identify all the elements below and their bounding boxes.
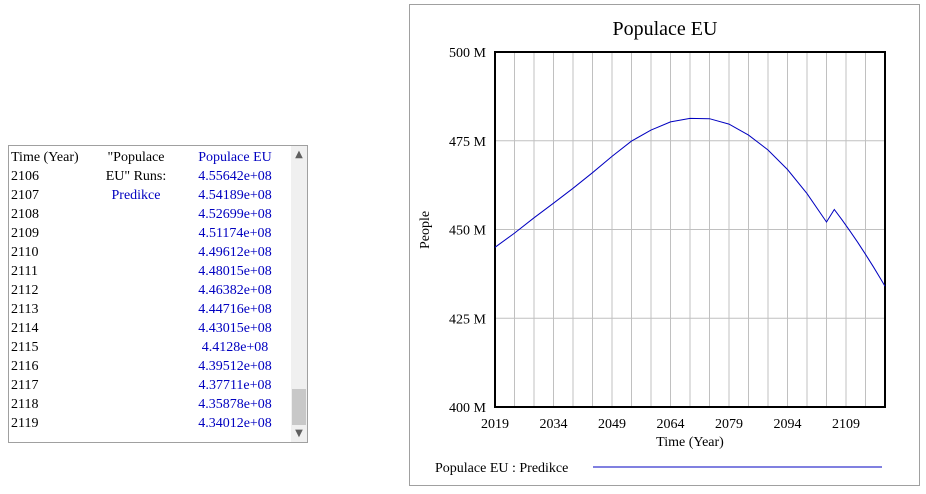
table-cell-year: 2109 [11,226,39,241]
x-axis-ticks: 2019 2034 2049 2064 2079 2094 2109 [481,417,860,432]
table-cell-year: 2106 [11,169,39,184]
x-tick-label: 2064 [657,417,685,432]
scroll-down-arrow-icon[interactable]: ▼ [295,428,303,439]
y-tick-label: 425 M [449,312,487,327]
runs-header-line1: "Populace [107,150,165,165]
y-tick-label: 475 M [449,135,487,150]
table-scrollbar[interactable]: ▲ ▼ [291,146,307,442]
x-tick-label: 2034 [540,417,568,432]
runs-header-line2: EU" Runs: [105,169,167,184]
table-cell-year: 2108 [11,207,39,222]
table-cell-value: 4.35878e+08 [198,397,272,412]
population-chart: Populace EU 400 M 425 M 450 M 475 M 500 M 20… [418,18,886,476]
table-cell-year: 2117 [11,378,39,393]
table-cell-value: 4.48015e+08 [198,264,272,279]
table-cell-value: 4.55642e+08 [198,169,272,184]
series-line-populace-eu [494,117,886,287]
scrollbar-thumb[interactable] [292,389,306,425]
table-cell-value: 4.44716e+08 [198,302,272,317]
table-cell-value: 4.39512e+08 [198,359,272,374]
x-axis-label: Time (Year) [656,435,724,450]
table-cell-year: 2110 [11,245,39,260]
table-cell-year: 2119 [11,416,39,431]
table-cell-year: 2111 [11,264,38,279]
run-name: Predikce [111,188,161,203]
data-table-panel: Time (Year) "Populace Populace EU 2106 4.… [8,145,308,443]
table-cell-year: 2115 [11,340,39,355]
table-cell-value: 4.34012e+08 [198,416,272,431]
y-axis-label: People [418,211,433,249]
x-tick-label: 2079 [715,417,743,432]
x-tick-label: 2049 [598,417,626,432]
x-tick-label: 2109 [832,417,860,432]
table-cell-value: 4.52699e+08 [198,207,272,222]
chart-title: Populace EU [613,18,719,40]
time-column-header: Time (Year) [11,150,79,165]
x-tick-label: 2094 [774,417,802,432]
table-cell-value: 4.46382e+08 [198,283,272,298]
chart-grid [495,52,885,407]
table-cell-value: 4.51174e+08 [198,226,272,241]
y-tick-label: 500 M [449,46,487,61]
table-cell-year: 2118 [11,397,39,412]
table-cell-value: 4.4128e+08 [201,340,269,355]
graph-panel: Populace EU 400 M 425 M 450 M 475 M 500 M 20… [409,4,920,486]
y-axis-ticks: 400 M 425 M 450 M 475 M 500 M [449,46,487,416]
table-cell-year: 2113 [11,302,39,317]
y-tick-label: 450 M [449,224,487,239]
table-cell-year: 2114 [11,321,39,336]
table-cell-year: 2107 [11,188,39,203]
table-cell-year: 2116 [11,359,39,374]
x-tick-label: 2019 [481,417,509,432]
table-cell-value: 4.37711e+08 [198,378,272,393]
plot-frame [494,51,886,408]
value-column-header: Populace EU [198,150,272,165]
scroll-up-arrow-icon[interactable]: ▲ [295,149,303,160]
table-cell-value: 4.43015e+08 [198,321,272,336]
table-cell-year: 2112 [11,283,39,298]
table-cell-value: 4.49612e+08 [198,245,272,260]
legend-label: Populace EU : Predikce [435,461,568,476]
y-tick-label: 400 M [449,401,487,416]
table-cell-value: 4.54189e+08 [198,188,272,203]
